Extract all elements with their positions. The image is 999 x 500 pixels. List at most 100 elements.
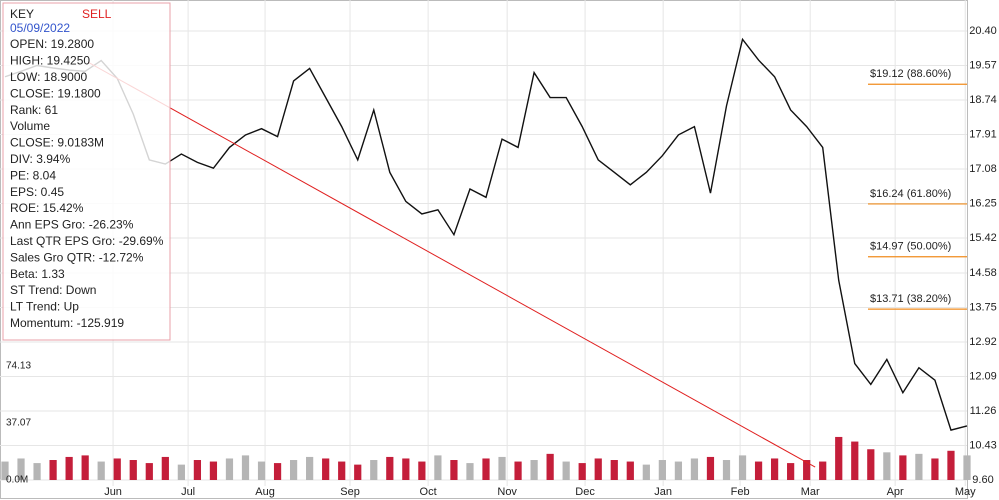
volume-bar bbox=[145, 463, 153, 480]
y-tick-label: 12.09 bbox=[969, 370, 997, 382]
volume-bar bbox=[803, 460, 811, 480]
signal: SELL bbox=[82, 7, 112, 21]
volume-bar bbox=[722, 460, 731, 480]
volume-bar bbox=[963, 455, 971, 480]
fib-label: $16.24 (61.80%) bbox=[870, 188, 951, 200]
volume-bar bbox=[594, 458, 602, 480]
volume-bar bbox=[65, 456, 73, 480]
volume-bar bbox=[658, 460, 666, 480]
volume-bar bbox=[81, 455, 89, 480]
x-tick-label: May bbox=[955, 486, 976, 498]
x-tick-label: Mar bbox=[801, 486, 820, 498]
volume-bar bbox=[498, 456, 506, 480]
volume-bar bbox=[466, 463, 474, 480]
volume-bar bbox=[610, 460, 618, 480]
volume-bar bbox=[899, 455, 907, 480]
x-tick-label: Sep bbox=[340, 486, 360, 498]
volume-bar bbox=[738, 455, 747, 480]
info-line: Sales Gro QTR: -12.72% bbox=[10, 250, 144, 264]
volume-bar bbox=[819, 461, 827, 480]
volume-bar bbox=[883, 452, 891, 480]
volume-bar bbox=[482, 458, 490, 480]
volume-bar bbox=[690, 458, 699, 480]
volume-bar bbox=[706, 456, 715, 480]
volume-bar bbox=[97, 461, 105, 480]
volume-bar bbox=[578, 463, 586, 480]
volume-bar bbox=[947, 450, 955, 480]
volume-bar bbox=[354, 464, 362, 480]
info-line: HIGH: 19.4250 bbox=[10, 54, 90, 68]
info-line: EPS: 0.45 bbox=[10, 185, 64, 199]
volume-bar bbox=[225, 458, 234, 480]
info-line: OPEN: 19.2800 bbox=[10, 37, 94, 51]
volume-bar bbox=[177, 464, 185, 480]
x-tick-label: Aug bbox=[255, 486, 275, 498]
volume-bar bbox=[754, 461, 763, 480]
volume-bar bbox=[161, 456, 169, 480]
volume-bar bbox=[386, 456, 394, 480]
info-line: CLOSE: 9.0183M bbox=[10, 136, 104, 150]
y-tick-label: 17.08 bbox=[969, 163, 997, 175]
volume-bar bbox=[209, 461, 218, 480]
symbol: KEY bbox=[10, 7, 34, 21]
fib-label: $14.97 (50.00%) bbox=[870, 241, 951, 253]
y-tick-label: 12.92 bbox=[969, 336, 997, 348]
y-tick-label: 18.74 bbox=[969, 94, 997, 106]
trendline bbox=[87, 61, 816, 468]
volume-bar bbox=[49, 460, 57, 480]
x-tick-label: Jan bbox=[654, 486, 672, 498]
volume-bar bbox=[867, 449, 875, 480]
y-tick-label: 14.58 bbox=[969, 267, 997, 279]
x-tick-label: Nov bbox=[497, 486, 517, 498]
volume-bar bbox=[129, 460, 137, 480]
info-line: LT Trend: Up bbox=[10, 300, 79, 314]
info-line: LOW: 18.9000 bbox=[10, 70, 87, 84]
volume-bar bbox=[273, 463, 282, 480]
y2-tick-label: 0.0M bbox=[6, 475, 28, 486]
volume-bar bbox=[915, 453, 923, 480]
info-line: ST Trend: Down bbox=[10, 283, 96, 297]
x-tick-label: Dec bbox=[575, 486, 595, 498]
info-line: Momentum: -125.919 bbox=[10, 316, 124, 330]
volume-bar bbox=[338, 461, 346, 480]
y2-tick-label: 37.07 bbox=[6, 418, 31, 429]
x-tick-label: Apr bbox=[887, 486, 904, 498]
volume-bar bbox=[851, 441, 859, 480]
y-tick-label: 16.25 bbox=[969, 197, 997, 209]
y-tick-label: 19.57 bbox=[969, 59, 997, 71]
date: 05/09/2022 bbox=[10, 21, 70, 35]
volume-bar bbox=[418, 461, 426, 480]
x-tick-label: Jun bbox=[104, 486, 122, 498]
volume-bar bbox=[562, 461, 570, 480]
info-box bbox=[2, 2, 171, 341]
volume-bar bbox=[674, 461, 683, 480]
volume-bar bbox=[370, 460, 378, 480]
info-panel: KEY SELL 05/09/2022 OPEN: 19.2800 HIGH: 1… bbox=[2, 2, 171, 341]
y-tick-label: 9.60 bbox=[972, 474, 993, 486]
info-line: PE: 8.04 bbox=[10, 168, 56, 182]
volume-bar bbox=[835, 436, 843, 480]
volume-bar bbox=[113, 458, 121, 480]
x-tick-label: Feb bbox=[731, 486, 750, 498]
volume-bar bbox=[546, 453, 554, 480]
y-tick-label: 20.40 bbox=[969, 25, 997, 37]
volume-bar bbox=[193, 460, 202, 480]
y-tick-label: 10.43 bbox=[969, 439, 997, 451]
volume-bar bbox=[530, 460, 538, 480]
volume-bar bbox=[450, 460, 458, 480]
volume-bar bbox=[787, 463, 795, 480]
y-tick-label: 17.91 bbox=[969, 128, 997, 140]
volume-bar bbox=[257, 461, 266, 480]
marks: $19.12 (88.60%) $16.24 (61.80%) $14.97 (50… bbox=[1, 37, 971, 480]
volume-bar bbox=[402, 458, 410, 480]
y-tick-label: 15.42 bbox=[969, 232, 997, 244]
fib-label: $13.71 (38.20%) bbox=[870, 293, 951, 305]
volume-bar bbox=[306, 456, 314, 480]
info-line: CLOSE: 19.1800 bbox=[10, 86, 101, 100]
volume-bar bbox=[642, 464, 650, 480]
info-line: Beta: 1.33 bbox=[10, 267, 65, 281]
volume-bar bbox=[626, 461, 634, 480]
y-tick-label: 11.26 bbox=[970, 405, 997, 417]
volume-bar bbox=[33, 463, 41, 480]
